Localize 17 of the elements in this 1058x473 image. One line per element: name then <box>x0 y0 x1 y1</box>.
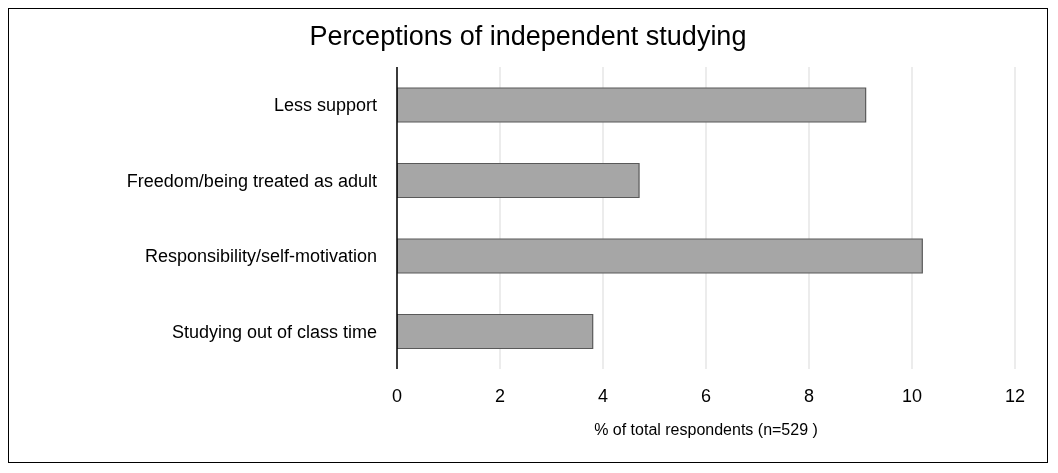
bar <box>397 87 867 123</box>
bar <box>397 238 923 274</box>
x-tick-label: 12 <box>1004 385 1026 406</box>
x-tick-label: 2 <box>494 385 506 406</box>
y-tick-label: Studying out of class time <box>171 321 377 342</box>
x-tick-label: 10 <box>901 385 923 406</box>
chart-title: Perceptions of independent studying <box>308 21 748 53</box>
x-tick-label: 0 <box>391 385 403 406</box>
y-tick-label: Responsibility/self-motivation <box>144 246 377 267</box>
bar <box>397 162 640 199</box>
x-axis-title: % of total respondents (n=529 ) <box>594 421 818 438</box>
bar <box>397 313 594 350</box>
x-tick-label: 4 <box>597 385 609 406</box>
x-tick-label: 6 <box>700 385 712 406</box>
x-tick-label: 8 <box>803 385 815 406</box>
y-tick-label: Less support <box>273 95 377 116</box>
y-tick-label: Freedom/being treated as adult <box>126 170 377 191</box>
